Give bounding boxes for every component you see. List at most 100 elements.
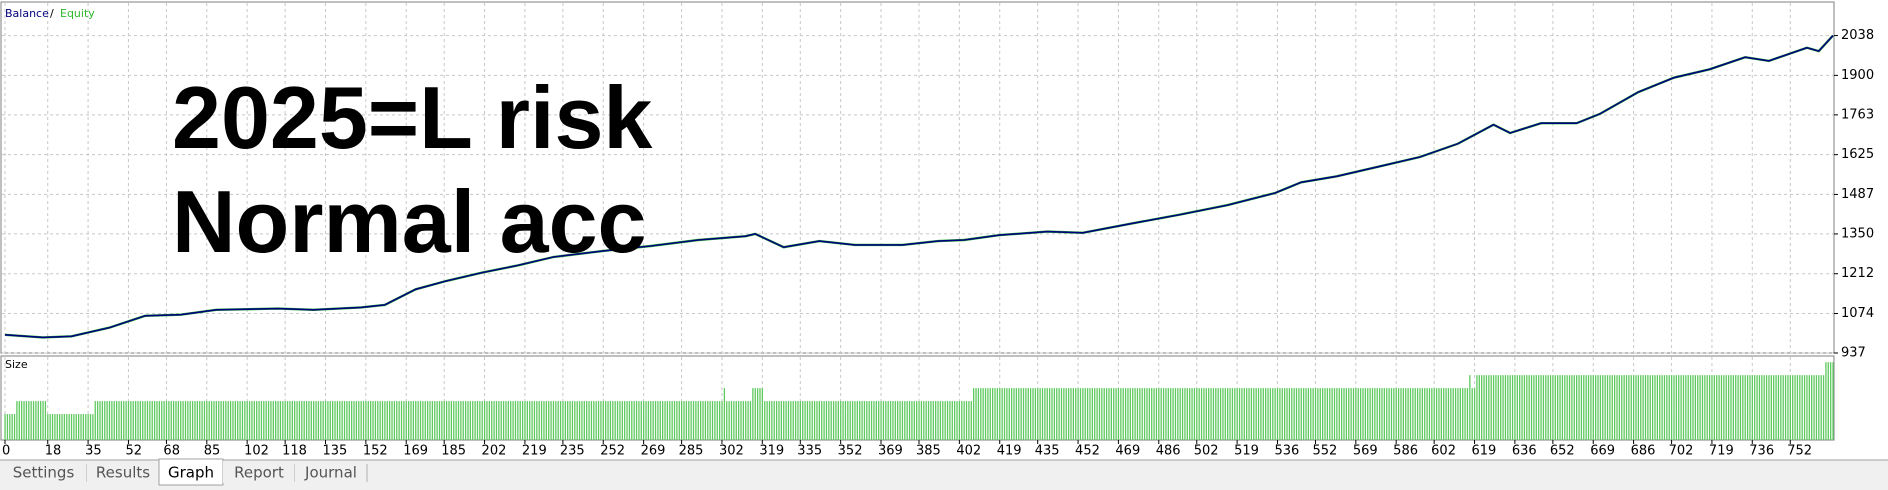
size-bar — [1561, 375, 1564, 440]
size-bar — [70, 414, 73, 440]
x-tick-label: 636 — [1512, 444, 1537, 459]
size-bar — [840, 401, 842, 440]
size-bar — [1597, 375, 1599, 440]
size-bar — [666, 401, 669, 440]
size-bar — [438, 401, 441, 440]
tab[interactable] — [158, 458, 224, 486]
size-bar — [92, 414, 94, 440]
size-bar — [1115, 388, 1117, 440]
size-bar — [1533, 375, 1535, 440]
size-bar — [564, 401, 566, 440]
size-bar — [256, 401, 258, 440]
size-bar — [631, 401, 633, 440]
size-bar — [1661, 375, 1663, 440]
size-bar — [1243, 388, 1245, 440]
size-bar — [1566, 375, 1568, 440]
size-bar — [1756, 375, 1758, 440]
size-bar — [498, 401, 500, 440]
legend-balance: Balance — [5, 7, 49, 20]
size-bar — [1637, 375, 1640, 440]
size-bar — [529, 401, 531, 440]
size-bar — [1386, 388, 1388, 440]
tab-label[interactable]: Report — [234, 464, 284, 482]
size-bar — [341, 401, 343, 440]
x-tick-label: 52 — [125, 444, 142, 459]
size-bar — [1281, 388, 1283, 440]
size-bar — [742, 401, 745, 440]
size-bar — [1827, 362, 1829, 440]
tab[interactable] — [295, 461, 367, 483]
size-bar — [709, 401, 711, 440]
size-bar — [44, 401, 47, 440]
tab-label[interactable]: Journal — [304, 464, 357, 482]
size-bar — [125, 401, 127, 440]
size-bar — [426, 401, 429, 440]
size-bar — [578, 401, 581, 440]
tab-label[interactable]: Graph — [168, 464, 214, 482]
size-bar — [1644, 375, 1647, 440]
size-bar — [994, 388, 996, 440]
size-bar — [1540, 375, 1542, 440]
size-bar — [1371, 388, 1374, 440]
size-bar — [457, 401, 460, 440]
size-bar — [1227, 388, 1229, 440]
size-bar — [61, 414, 63, 440]
tab[interactable] — [87, 461, 159, 483]
legend-equity: Equity — [60, 7, 95, 20]
size-bar — [436, 401, 438, 440]
size-bar — [837, 401, 839, 440]
size-bar — [650, 401, 652, 440]
size-bar — [11, 414, 13, 440]
size-bar — [213, 401, 215, 440]
size-bar — [1260, 388, 1262, 440]
size-bar — [253, 401, 255, 440]
x-tick-label: 486 — [1156, 444, 1181, 459]
size-bar — [1811, 375, 1813, 440]
tab[interactable] — [0, 461, 87, 483]
size-bar — [1583, 375, 1585, 440]
size-bar — [1136, 388, 1139, 440]
size-bar — [1160, 388, 1162, 440]
size-bar — [778, 401, 780, 440]
size-bar — [286, 401, 289, 440]
x-tick-label: 419 — [997, 444, 1022, 459]
size-bar — [1530, 375, 1533, 440]
size-bar — [939, 401, 942, 440]
size-bar — [336, 401, 339, 440]
x-tick-label: 686 — [1631, 444, 1656, 459]
size-bar — [1649, 375, 1651, 440]
size-bar — [1730, 375, 1732, 440]
size-bar — [965, 401, 968, 440]
size-bar — [970, 401, 972, 440]
size-bar — [1718, 375, 1720, 440]
size-bar — [40, 401, 42, 440]
size-bar — [1625, 375, 1628, 440]
size-bar — [1060, 388, 1063, 440]
size-bar — [526, 401, 528, 440]
size-bar — [1606, 375, 1609, 440]
tab-label[interactable]: Settings — [13, 464, 75, 482]
size-bar — [443, 401, 445, 440]
tab[interactable] — [223, 461, 295, 483]
size-bar — [550, 401, 552, 440]
size-bar — [657, 401, 659, 440]
size-bar — [1082, 388, 1084, 440]
size-bar — [106, 401, 108, 440]
size-bar — [77, 414, 80, 440]
size-bar — [885, 401, 887, 440]
size-bar — [1048, 388, 1051, 440]
size-bar — [555, 401, 557, 440]
size-bar — [830, 401, 832, 440]
size-bar — [1058, 388, 1060, 440]
size-bar — [1770, 375, 1772, 440]
tab-label[interactable]: Results — [96, 464, 150, 482]
size-bar — [1618, 375, 1621, 440]
size-bar — [1359, 388, 1362, 440]
size-bar — [605, 401, 607, 440]
size-bar — [935, 401, 937, 440]
size-bar — [574, 401, 576, 440]
size-bar — [1832, 362, 1834, 440]
size-bar — [870, 401, 873, 440]
size-bar — [1015, 388, 1018, 440]
size-bar — [1768, 375, 1770, 440]
